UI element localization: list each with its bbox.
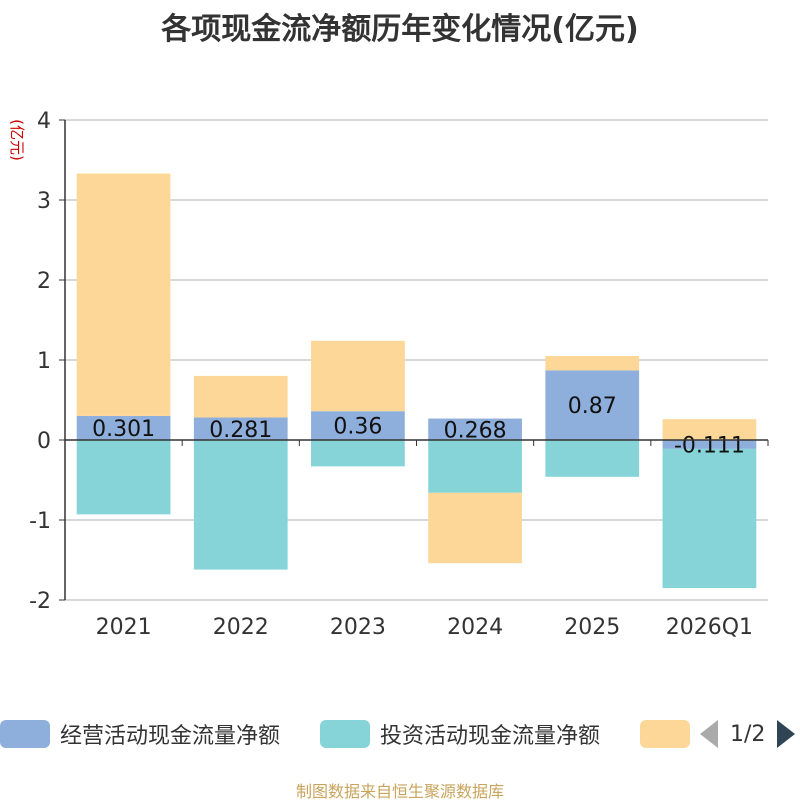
data-label-2022: 0.281 <box>209 418 272 443</box>
bar-2025-series-3 <box>545 356 640 371</box>
bar-2024-series-2 <box>428 440 522 493</box>
data-label-2026Q1: -0.111 <box>674 433 745 458</box>
bar-2023-series-3 <box>311 340 405 412</box>
chart-plot: 4 3 2 1 0 -1 -2 (亿元) 0.301 0.281 0.36 0.268 0.87 -0.1… <box>8 109 769 640</box>
bar-2024-series-3 <box>428 492 522 564</box>
bar-2024-series-1 <box>428 418 522 440</box>
legend: 经营活动现金流量净额 投资活动现金流量净额 1/2 <box>0 716 800 752</box>
chart-title: 各项现金流净额历年变化情况(亿元) <box>161 12 639 47</box>
bar-2025-series-1 <box>545 370 640 440</box>
bar-2026Q1-series-2 <box>662 448 757 589</box>
legend-item-investing[interactable]: 投资活动现金流量净额 <box>320 716 600 752</box>
legend-label-investing: 投资活动现金流量净额 <box>380 724 601 749</box>
pager-next-icon[interactable] <box>777 720 796 748</box>
data-label-2024: 0.268 <box>444 418 507 443</box>
bar-2025-series-2 <box>545 440 640 477</box>
legend-swatch-operating <box>0 720 50 748</box>
legend-item-operating[interactable]: 经营活动现金流量净额 <box>0 716 280 752</box>
x-tick-label-2023: 2023 <box>330 615 386 640</box>
bar-2022-series-3 <box>193 375 288 418</box>
x-tick-label-2025: 2025 <box>564 615 620 640</box>
x-tick-label-2024: 2024 <box>447 615 503 640</box>
legend-label-operating: 经营活动现金流量净额 <box>60 724 281 749</box>
y-tick-label: 0 <box>37 429 51 454</box>
legend-swatch-investing <box>320 720 370 748</box>
bar-2026Q1-series-1 <box>662 440 757 449</box>
legend-pager: 1/2 <box>700 716 796 752</box>
pager-text: 1/2 <box>730 721 766 747</box>
y-axis-label: (亿元) <box>8 119 26 161</box>
x-tick-label-2022: 2022 <box>213 615 269 640</box>
bar-2023-series-2 <box>311 440 405 467</box>
y-tick-label: 4 <box>37 109 51 134</box>
bar-2021-series-2 <box>76 440 171 515</box>
data-label-2023: 0.36 <box>333 415 382 440</box>
y-tick-label: 2 <box>37 269 51 294</box>
y-tick-label: -2 <box>29 589 51 614</box>
y-tick-label: 3 <box>37 189 51 214</box>
source-note: 制图数据来自恒生聚源数据库 <box>295 782 504 801</box>
data-label-2025: 0.87 <box>568 394 617 419</box>
x-tick-label-2026Q1: 2026Q1 <box>666 615 753 640</box>
data-label-2021: 0.301 <box>92 417 155 442</box>
bar-2022-series-2 <box>193 440 288 570</box>
legend-swatch-financing <box>640 720 690 748</box>
y-tick-label: -1 <box>29 509 51 534</box>
bar-2026Q1-series-3 <box>662 419 757 440</box>
legend-item-financing[interactable] <box>640 716 700 752</box>
bar-2022-series-1 <box>193 417 288 440</box>
bar-2021-series-1 <box>76 415 171 440</box>
x-tick-label-2021: 2021 <box>96 615 152 640</box>
bar-2023-series-1 <box>311 411 405 440</box>
pager-prev-icon[interactable] <box>700 720 718 748</box>
bar-2021-series-3 <box>76 173 171 416</box>
y-tick-label: 1 <box>37 349 51 374</box>
